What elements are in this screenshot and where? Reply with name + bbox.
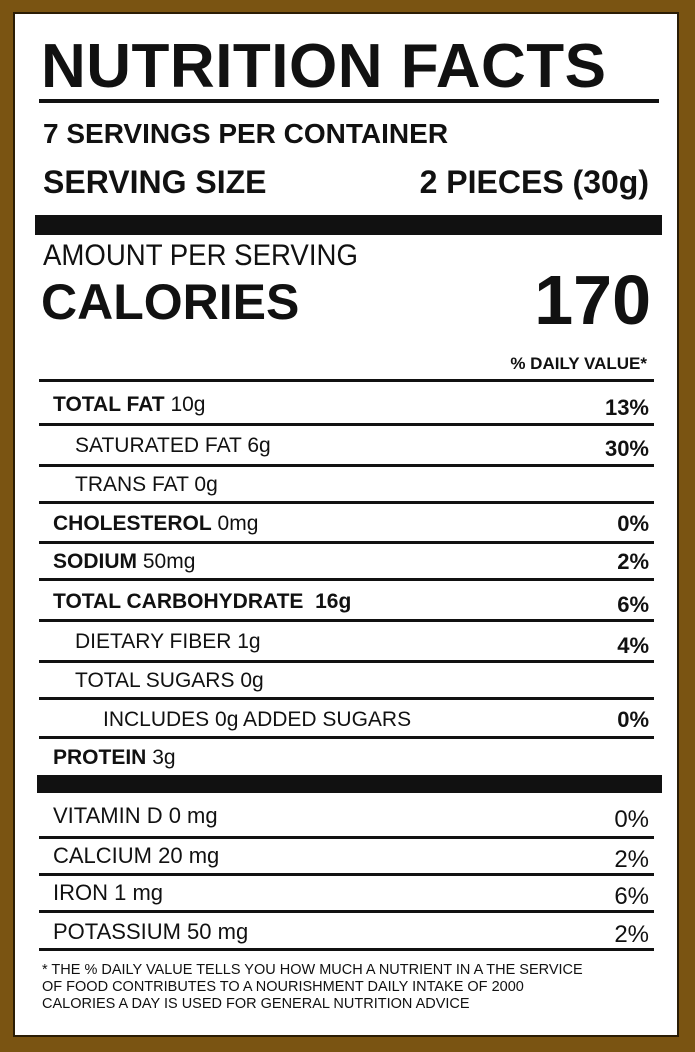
nutrient-added-sugars: INCLUDES 0g ADDED SUGARS xyxy=(103,707,411,733)
nutrient-trans-fat: TRANS FAT 0g xyxy=(75,472,218,498)
dv-added-sugars: 0% xyxy=(617,707,649,732)
divider xyxy=(39,873,654,876)
nutrient-amount: 6g xyxy=(247,434,271,457)
nutrient-cholesterol: CHOLESTEROL 0mg xyxy=(53,511,258,537)
nutrient-amount: 1g xyxy=(237,630,261,653)
title-rule xyxy=(39,99,659,103)
vitamin-d-row: VITAMIN D 0 mg xyxy=(53,803,218,828)
nutrient-amount: 3g xyxy=(152,746,176,769)
servings-per-container: 7 SERVINGS PER CONTAINER xyxy=(43,118,449,149)
nutrient-amount: 0g xyxy=(194,473,218,496)
divider xyxy=(39,736,654,739)
nutrient-amount: 10g xyxy=(170,393,206,416)
nutrient-name: TRANS FAT xyxy=(75,473,189,496)
nutrient-saturated-fat: SATURATED FAT 6g xyxy=(75,433,271,459)
section-bar-top xyxy=(35,215,662,235)
dv-iron: 6% xyxy=(614,883,649,910)
divider xyxy=(39,660,654,663)
footnote: * THE % DAILY VALUE TELLS YOU HOW MUCH A… xyxy=(42,962,667,1013)
dv-calcium: 2% xyxy=(614,846,649,873)
dv-sodium: 2% xyxy=(617,549,649,574)
nutrient-name: SODIUM xyxy=(53,550,137,573)
calories-label: CALORIES xyxy=(41,274,300,330)
calcium-row: CALCIUM 20 mg xyxy=(53,843,220,868)
dv-vitamin-d: 0% xyxy=(614,806,649,833)
nutrient-name: SATURATED FAT xyxy=(75,434,242,457)
nutrient-sodium: SODIUM 50mg xyxy=(53,549,195,575)
nutrient-name: PROTEIN xyxy=(53,746,147,769)
daily-value-header: % DAILY VALUE* xyxy=(510,354,647,373)
divider xyxy=(39,541,654,544)
amount-per-serving: AMOUNT PER SERVING xyxy=(43,239,358,272)
nutrient-amount: 16g xyxy=(315,590,352,613)
potassium-row: POTASSIUM 50 mg xyxy=(53,919,249,944)
nutrient-total-sugars: TOTAL SUGARS 0g xyxy=(75,668,264,694)
nutrient-dietary-fiber: DIETARY FIBER 1g xyxy=(75,629,261,655)
nutrient-total-carbohydrate: TOTAL CARBOHYDRATE 16g xyxy=(53,589,351,615)
divider xyxy=(39,501,654,504)
divider xyxy=(39,836,654,839)
nutrient-name: CHOLESTEROL xyxy=(53,512,212,535)
nutrient-amount: 50mg xyxy=(142,550,196,573)
divider xyxy=(39,948,654,951)
label-title: NUTRITION FACTS xyxy=(41,32,607,101)
nutrition-label-panel: NUTRITION FACTS 7 SERVINGS PER CONTAINER… xyxy=(13,12,679,1037)
divider xyxy=(39,578,654,581)
divider xyxy=(39,464,654,467)
divider xyxy=(39,910,654,913)
nutrient-name: TOTAL CARBOHYDRATE xyxy=(53,590,304,613)
section-bar-vitamins xyxy=(37,775,662,793)
nutrient-name: DIETARY FIBER xyxy=(75,630,232,653)
nutrient-name: TOTAL FAT xyxy=(53,393,165,416)
divider xyxy=(39,619,654,622)
dv-dietary-fiber: 4% xyxy=(617,633,649,658)
nutrient-amount: 0g xyxy=(240,669,264,692)
dv-total-fat: 13% xyxy=(604,395,649,420)
dv-potassium: 2% xyxy=(614,921,649,948)
dv-cholesterol: 0% xyxy=(617,511,649,536)
nutrient-amount: 0mg xyxy=(217,512,259,535)
divider xyxy=(39,379,654,382)
dv-total-carbohydrate: 6% xyxy=(617,592,649,617)
footnote-line: OF FOOD CONTRIBUTES TO A NOURISHMENT DAI… xyxy=(42,979,524,995)
footnote-line: CALORIES A DAY IS USED FOR GENERAL NUTRI… xyxy=(42,996,470,1012)
footnote-line: * THE % DAILY VALUE TELLS YOU HOW MUCH A… xyxy=(42,962,583,978)
divider xyxy=(39,697,654,700)
serving-size-value: 2 PIECES (30g) xyxy=(419,164,649,200)
nutrient-name: TOTAL SUGARS xyxy=(75,669,235,692)
iron-row: IRON 1 mg xyxy=(53,880,164,905)
divider xyxy=(39,423,654,426)
dv-saturated-fat: 30% xyxy=(604,436,649,461)
nutrient-name: INCLUDES 0g ADDED SUGARS xyxy=(103,708,412,731)
nutrient-protein: PROTEIN 3g xyxy=(53,745,176,771)
serving-size-label: SERVING SIZE xyxy=(43,164,267,200)
calories-value: 170 xyxy=(534,261,651,339)
nutrient-total-fat: TOTAL FAT 10g xyxy=(53,392,206,418)
